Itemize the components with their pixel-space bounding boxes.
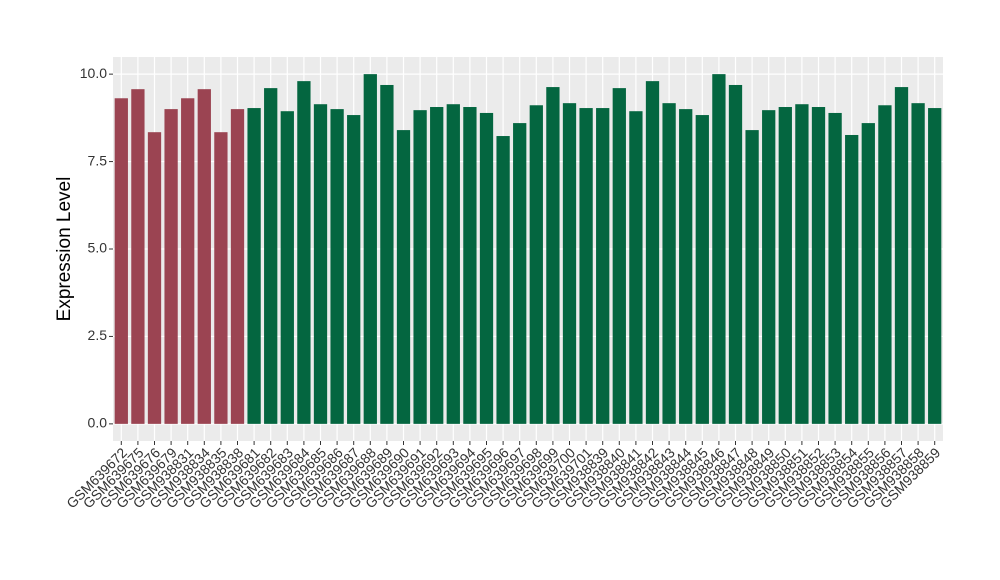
- bar: [214, 132, 228, 424]
- bar: [164, 109, 178, 424]
- bar: [363, 74, 377, 424]
- bar: [430, 107, 444, 424]
- bar: [811, 107, 826, 424]
- bar: [413, 110, 427, 424]
- bar: [579, 108, 593, 424]
- bar: [596, 108, 610, 424]
- bar: [845, 134, 859, 424]
- bar: [629, 111, 643, 424]
- y-axis-title: Expression Level: [54, 177, 75, 322]
- bar: [795, 104, 809, 424]
- bar: [197, 89, 211, 424]
- bar: [313, 104, 328, 424]
- bar: [131, 89, 145, 424]
- bar: [513, 123, 527, 424]
- bar: [181, 98, 195, 424]
- bar: [297, 81, 311, 424]
- y-tick-label: 5.0: [88, 240, 108, 256]
- bar: [828, 112, 842, 424]
- bar: [396, 130, 411, 424]
- y-tick-label: 10.0: [80, 65, 107, 81]
- bar: [662, 103, 676, 424]
- bar: [745, 130, 759, 424]
- bar: [264, 88, 278, 424]
- bar: [330, 109, 344, 424]
- bar: [247, 108, 261, 424]
- bar: [778, 107, 792, 424]
- bar: [380, 84, 394, 424]
- bar: [894, 87, 909, 424]
- bar: [695, 115, 709, 424]
- bar: [347, 115, 361, 424]
- y-tick-label: 0.0: [88, 415, 108, 431]
- bar: [928, 108, 942, 424]
- y-tick-label: 7.5: [88, 152, 108, 168]
- bar: [911, 103, 925, 424]
- bar: [645, 81, 660, 424]
- bar: [712, 74, 726, 424]
- bar: [546, 87, 560, 424]
- bar: [762, 110, 776, 424]
- bar: [147, 132, 162, 424]
- bar: [496, 136, 510, 424]
- bar: [878, 105, 892, 424]
- bar: [280, 111, 294, 424]
- bar: [446, 104, 460, 424]
- bar: [562, 103, 577, 424]
- y-tick-label: 2.5: [88, 327, 108, 343]
- bar: [463, 107, 477, 424]
- bar: [679, 109, 693, 424]
- bar: [728, 84, 743, 424]
- bar: [479, 112, 494, 424]
- bar: [114, 98, 128, 424]
- bar: [529, 105, 543, 424]
- bar: [612, 88, 626, 424]
- bar: [230, 109, 245, 424]
- bar: [861, 123, 875, 424]
